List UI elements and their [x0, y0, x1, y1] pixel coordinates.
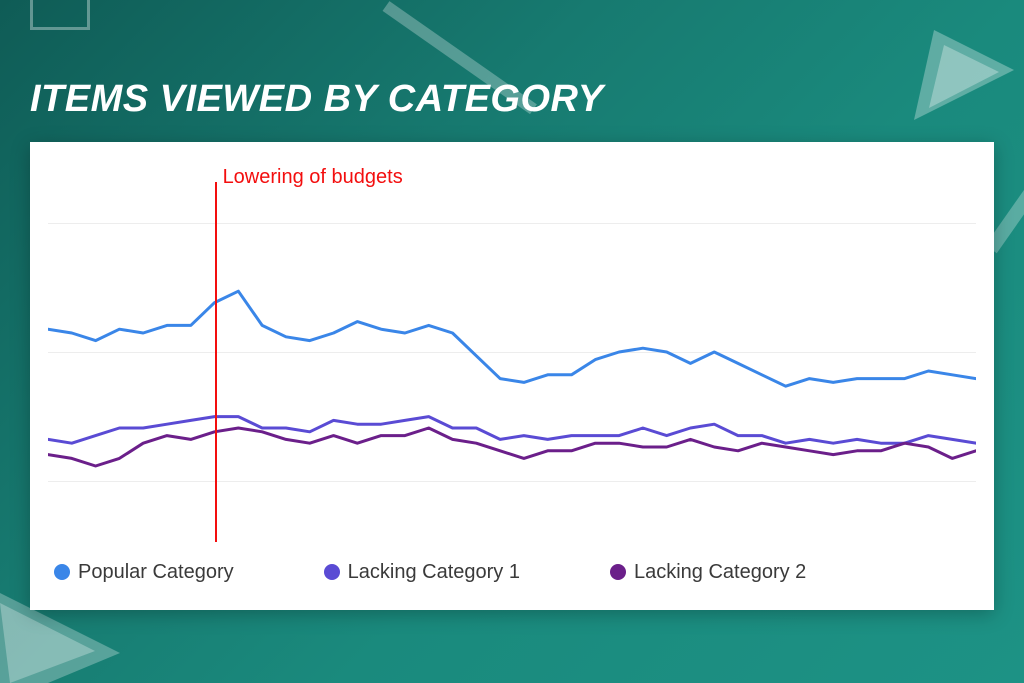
series-line: [48, 291, 976, 386]
legend-item-popular: Popular Category: [54, 561, 234, 584]
series-svg: [48, 162, 976, 542]
legend-item-lacking-1: Lacking Category 1: [324, 561, 520, 584]
legend: Popular Category Lacking Category 1 Lack…: [48, 552, 976, 592]
legend-dot-icon: [54, 564, 70, 580]
deco-square-top-left: [30, 0, 90, 30]
page-title: ITEMS VIEWED BY CATEGORY: [30, 78, 604, 121]
legend-item-lacking-2: Lacking Category 2: [610, 561, 806, 584]
annotation-label: Lowering of budgets: [223, 166, 403, 189]
legend-dot-icon: [610, 564, 626, 580]
legend-label: Popular Category: [78, 561, 234, 584]
legend-dot-icon: [324, 564, 340, 580]
series-line: [48, 428, 976, 466]
deco-triangle-top-right: [914, 30, 1014, 120]
legend-label: Lacking Category 2: [634, 561, 806, 584]
chart-area: Lowering of budgets: [48, 162, 976, 542]
chart-card: Lowering of budgets Popular Category Lac…: [30, 142, 994, 610]
annotation-line: [215, 182, 217, 542]
legend-label: Lacking Category 1: [348, 561, 520, 584]
